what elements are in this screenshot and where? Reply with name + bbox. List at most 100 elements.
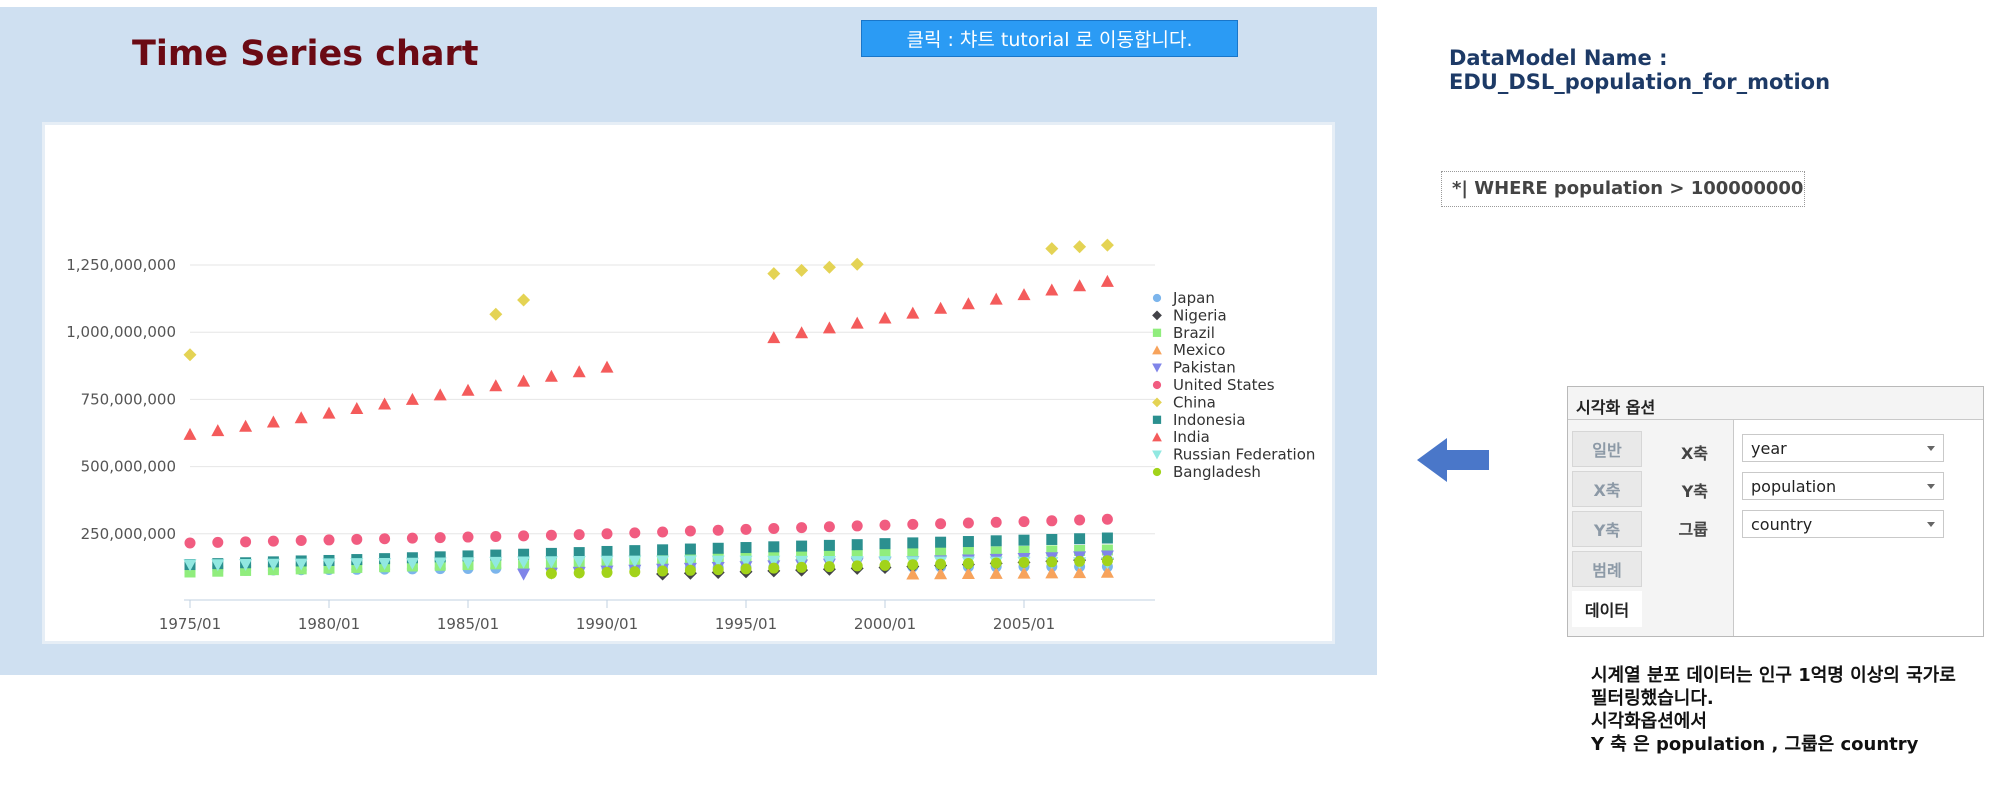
tab-data[interactable]: 데이터 <box>1572 591 1642 627</box>
legend-marker <box>1152 397 1162 408</box>
group-select[interactable]: country <box>1742 510 1944 538</box>
point-united-states <box>379 533 391 545</box>
point-indonesia <box>657 544 669 556</box>
point-united-states <box>267 535 279 547</box>
point-china <box>850 257 864 271</box>
point-mexico <box>989 566 1003 579</box>
point-indonesia <box>935 536 947 548</box>
point-india <box>961 297 975 310</box>
legend-marker <box>1152 328 1162 337</box>
y-axis-value: population <box>1751 477 1837 496</box>
point-india <box>600 360 614 373</box>
point-united-states <box>601 528 613 540</box>
point-bangladesh <box>1101 555 1113 567</box>
x-tick-label: 1985/01 <box>437 615 499 633</box>
note-line: Y 축 은 population , 그룹은 country <box>1591 734 1919 755</box>
point-india <box>1017 288 1031 301</box>
point-united-states <box>351 533 363 545</box>
point-indonesia <box>796 540 808 552</box>
point-indonesia <box>629 545 641 557</box>
point-china <box>183 348 197 362</box>
y-tick-label: 750,000,000 <box>81 390 176 408</box>
point-china <box>795 263 809 277</box>
chevron-down-icon <box>1927 446 1935 451</box>
point-bangladesh <box>601 566 613 578</box>
point-bangladesh <box>1018 556 1030 568</box>
x-axis-select[interactable]: year <box>1742 434 1944 462</box>
point-indonesia <box>518 548 530 560</box>
point-bangladesh <box>851 560 863 572</box>
point-brazil <box>184 566 196 578</box>
point-india <box>906 306 920 319</box>
legend-marker <box>1152 432 1162 442</box>
chevron-down-icon <box>1927 522 1935 527</box>
legend-marker <box>1152 415 1162 424</box>
point-united-states <box>1018 516 1030 528</box>
point-russian-federation <box>211 559 225 572</box>
point-india <box>517 374 531 387</box>
point-united-states <box>712 524 724 536</box>
point-indonesia <box>740 542 752 554</box>
options-title: 시각화 옵션 <box>1568 387 1983 420</box>
legend-marker <box>1152 310 1162 321</box>
tab-legend[interactable]: 범례 <box>1572 551 1642 587</box>
point-russian-federation <box>656 555 670 568</box>
point-indonesia <box>462 550 474 562</box>
point-indonesia <box>768 541 780 553</box>
point-china <box>822 260 836 274</box>
tutorial-button[interactable]: 클릭 : 챠트 tutorial 로 이동합니다. <box>861 20 1238 57</box>
point-india <box>767 331 781 344</box>
legend-label: Bangladesh <box>1173 463 1261 481</box>
option-row-x: X축 year <box>1681 434 1983 466</box>
point-china <box>517 293 531 307</box>
point-russian-federation <box>378 557 392 570</box>
point-russian-federation <box>683 555 697 568</box>
point-russian-federation <box>183 559 197 572</box>
note-line: 시계열 분포 데이터는 인구 1억명 이상의 국가로 <box>1591 665 1956 686</box>
point-china <box>489 307 503 321</box>
tab-y-axis[interactable]: Y축 <box>1572 511 1642 547</box>
x-axis-label: X축 <box>1680 444 1708 463</box>
point-united-states <box>1101 513 1113 525</box>
point-russian-federation <box>322 558 336 571</box>
point-russian-federation <box>600 555 614 568</box>
arrow-left-icon <box>1417 438 1489 482</box>
y-tick-label: 1,250,000,000 <box>66 256 176 274</box>
point-brazil <box>962 546 974 558</box>
point-bangladesh <box>907 559 919 571</box>
point-china <box>1073 240 1087 254</box>
datamodel-name: DataModel Name : EDU_DSL_population_for_… <box>1449 46 1831 94</box>
options-tabs: 일반 X축 Y축 범례 데이터 <box>1572 431 1642 631</box>
tab-x-axis[interactable]: X축 <box>1572 471 1642 507</box>
point-united-states <box>212 536 224 548</box>
tab-general[interactable]: 일반 <box>1572 431 1642 467</box>
point-indonesia <box>879 538 891 550</box>
point-russian-federation <box>239 559 253 572</box>
point-russian-federation <box>405 557 419 570</box>
point-united-states <box>907 518 919 530</box>
point-bangladesh <box>935 558 947 570</box>
point-india <box>1073 279 1087 292</box>
y-axis-select[interactable]: population <box>1742 472 1944 500</box>
chart-container: 1,250,000,000 1,000,000,000 750,000,000 500… <box>42 122 1335 644</box>
point-united-states <box>851 520 863 532</box>
legend-label: Pakistan <box>1173 359 1236 377</box>
point-india <box>1100 274 1114 287</box>
point-india <box>572 365 586 378</box>
point-mexico <box>961 566 975 579</box>
filter-query[interactable]: *| WHERE population > 100000000 <box>1441 171 1805 207</box>
point-brazil <box>935 547 947 559</box>
page-title: Time Series chart <box>132 34 479 74</box>
legend-label: Indonesia <box>1173 411 1246 429</box>
x-tick-label: 1980/01 <box>298 615 360 633</box>
point-mexico <box>1073 566 1087 579</box>
point-india <box>1045 283 1059 296</box>
point-india <box>822 321 836 334</box>
point-brazil <box>1101 544 1113 556</box>
point-brazil <box>1018 545 1030 557</box>
point-indonesia <box>823 539 835 551</box>
point-indonesia <box>434 551 446 563</box>
legend-marker <box>1152 450 1162 460</box>
point-india <box>183 427 197 440</box>
point-united-states <box>184 537 196 549</box>
